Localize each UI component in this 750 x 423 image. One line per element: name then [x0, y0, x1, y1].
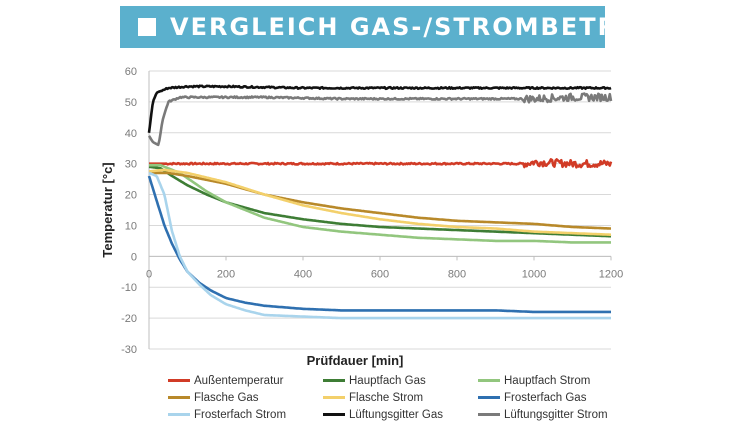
legend: Außentemperatur Hauptfach Gas Hauptfach St… [168, 372, 648, 423]
legend-item: Frosterfach Gas [478, 389, 648, 406]
legend-item: Lüftungsgitter Gas [323, 406, 478, 423]
legend-swatch [323, 379, 345, 382]
legend-item: Lüftungsgitter Strom [478, 406, 648, 423]
series-line-flasche-gas [148, 171, 612, 230]
title-banner: VERGLEICH GAS-/STROMBETRIEB [120, 6, 666, 48]
x-tick-label: 800 [448, 268, 466, 280]
y-tick-label: 30 [125, 159, 137, 171]
x-tick-label: 600 [371, 268, 389, 280]
y-tick-label: -20 [121, 313, 137, 325]
legend-item: Frosterfach Strom [168, 406, 323, 423]
series-line-flasche-strom [148, 168, 612, 236]
legend-label: Flasche Gas [194, 391, 259, 404]
y-tick-label: 20 [125, 190, 137, 202]
legend-label: Frosterfach Strom [194, 408, 287, 421]
y-tick-label: 10 [125, 220, 137, 232]
y-tick-label: 60 [125, 66, 137, 78]
legend-swatch [323, 413, 345, 416]
series-lines [147, 84, 613, 320]
y-tick-label: -30 [121, 344, 137, 356]
legend-swatch [168, 413, 190, 416]
x-axis-label: Prüfdauer [min] [307, 353, 404, 368]
legend-item: Flasche Strom [323, 389, 478, 406]
x-tick-label: 1000 [522, 268, 546, 280]
legend-label: Lüftungsgitter Gas [349, 408, 443, 421]
x-axis-ticks: 0 200 400 600 800 1000 1200 [146, 256, 623, 280]
legend-item: Flasche Gas [168, 389, 323, 406]
series-line-lüftungsgitter-strom [147, 92, 613, 147]
y-tick-label: 0 [131, 251, 137, 263]
y-tick-label: -10 [121, 282, 137, 294]
y-tick-label: 40 [125, 128, 137, 140]
legend-item: Hauptfach Gas [323, 372, 478, 389]
series-line-hauptfach-strom [148, 163, 612, 244]
y-axis-label: Temperatur [°c] [100, 162, 115, 257]
legend-swatch [478, 413, 500, 416]
x-tick-label: 400 [294, 268, 312, 280]
grid-lines [148, 70, 611, 350]
legend-item: Außentemperatur [168, 372, 323, 389]
legend-label: Flasche Strom [349, 391, 424, 404]
x-tick-label: 1200 [599, 268, 623, 280]
legend-label: Lüftungsgitter Strom [504, 408, 608, 421]
legend-swatch [323, 396, 345, 399]
series-line-frosterfach-gas [147, 175, 612, 314]
line-chart: -30 -20 -10 0 10 20 30 40 50 60 0 200 400 600 800 1000… [100, 66, 623, 368]
legend-swatch [478, 379, 500, 382]
legend-swatch [168, 396, 190, 399]
legend-label: Außentemperatur [194, 374, 284, 387]
x-tick-label: 0 [146, 268, 152, 280]
y-axis-ticks: -30 -20 -10 0 10 20 30 40 50 60 [121, 66, 137, 356]
series-line-außentemperatur [148, 158, 613, 169]
series-line-lüftungsgitter-gas [147, 84, 612, 133]
legend-label: Frosterfach Gas [504, 391, 587, 404]
legend-label: Hauptfach Gas [349, 374, 426, 387]
y-tick-label: 50 [125, 97, 137, 109]
legend-swatch [478, 396, 500, 399]
legend-swatch [168, 379, 190, 382]
chart-title: VERGLEICH GAS-/STROMBETRIEB [170, 13, 668, 41]
legend-label: Hauptfach Strom [504, 374, 591, 387]
title-square-icon [138, 18, 156, 36]
series-line-frosterfach-strom [148, 171, 612, 320]
x-tick-label: 200 [217, 268, 235, 280]
legend-item: Hauptfach Strom [478, 372, 648, 389]
